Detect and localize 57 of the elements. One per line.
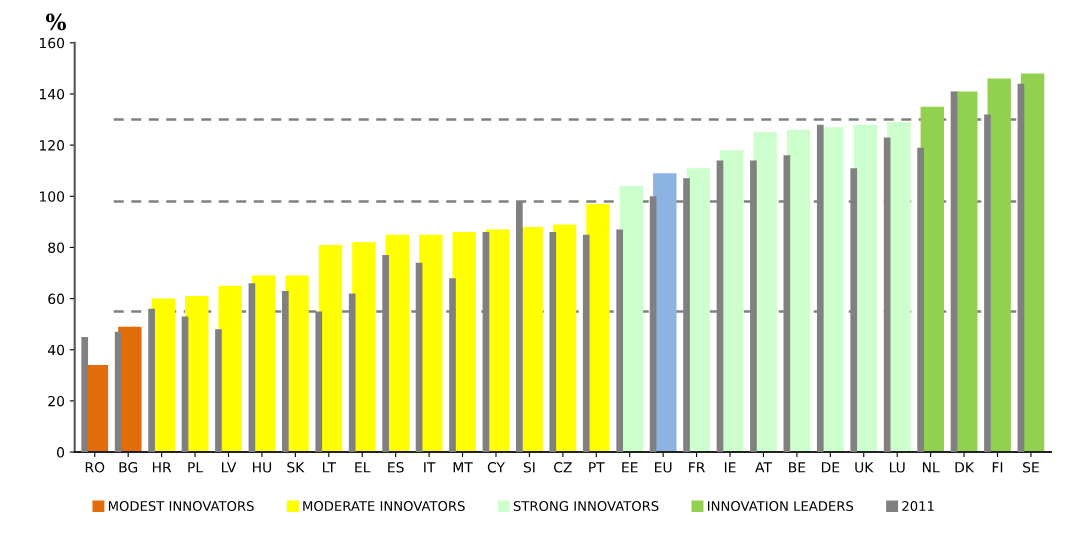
bar [114,331,122,453]
y-tick-label: 40 [47,344,65,356]
legend-label: MODEST INNOVATORS [108,501,254,511]
bar [215,329,222,453]
x-tick-label: LT [323,462,336,473]
legend-label: MODERATE INNOVATORS [303,501,465,511]
x-tick-label: LU [889,462,905,473]
x-tick-label: SI [523,462,535,473]
x-tick-label: IT [424,462,436,473]
legend-label: STRONG INNOVATORS [513,501,659,511]
x-tick-label: SK [287,462,305,473]
bar [582,234,590,453]
bar [616,229,624,453]
x-tick-label: FI [992,462,1003,473]
y-axis-title: % [45,13,66,31]
x-tick-label: EL [355,462,371,473]
x-tick-label: NL [922,462,940,473]
x-tick-label: DE [821,462,840,473]
x-tick-label: HR [152,462,172,473]
x-tick-label: MT [453,462,473,473]
x-tick-label: ES [388,462,404,473]
x-tick-label: PL [188,462,204,473]
x-tick-label: RO [85,462,105,473]
x-tick-label: FR [689,462,705,473]
x-tick-label: LV [222,462,237,473]
x-tick-label: UK [855,462,874,473]
x-tick-label: CY [487,462,505,473]
bar [917,147,924,453]
bar [148,308,155,453]
x-tick-label: HU [252,462,272,473]
x-tick-label: SE [1023,462,1039,473]
bar [950,91,958,453]
bar [984,114,991,453]
x-tick-label: AT [755,462,772,473]
y-tick-label: 0 [57,447,65,458]
y-tick-label: 120 [39,140,65,151]
x-tick-label: PT [589,462,605,473]
y-tick-label: 100 [39,191,65,202]
x-tick-label: BG [119,462,138,473]
y-tick-label: 160 [39,37,65,49]
legend-label: 2011 [902,501,934,511]
legend-label: INNOVATION LEADERS [708,501,854,511]
bar [883,137,891,453]
x-tick-label: DK [955,462,975,473]
bar [248,283,256,453]
x-tick-label: EE [622,462,638,473]
bar [549,232,557,453]
x-tick-label: BE [789,462,806,473]
y-tick-label: 20 [48,395,65,407]
x-tick-label: IE [724,462,736,473]
y-tick-label: 80 [48,242,65,253]
bar [1017,83,1025,453]
x-tick-label: CZ [554,462,572,473]
y-tick-label: 140 [39,88,65,100]
bar [81,336,89,453]
x-tick-label: EU [655,462,672,473]
y-tick-label: 60 [48,293,65,305]
